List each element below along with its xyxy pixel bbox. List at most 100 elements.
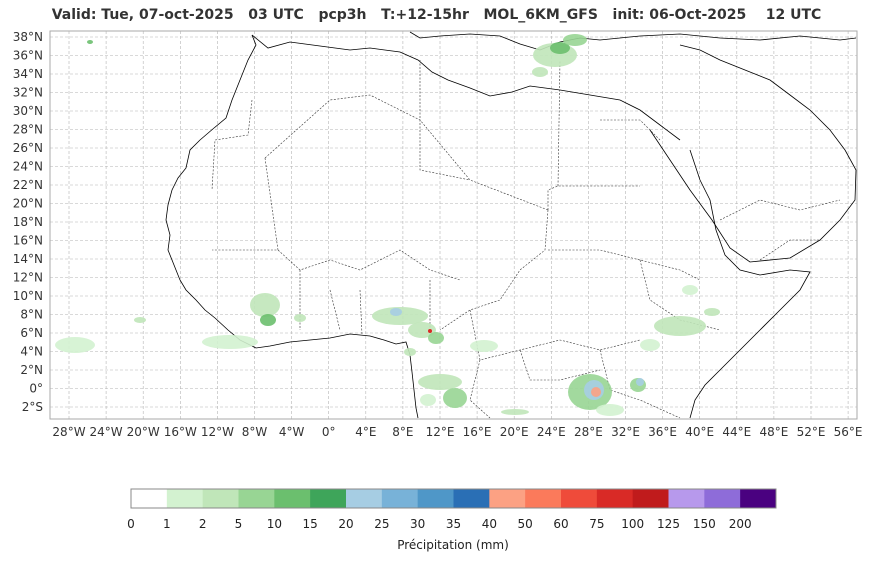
precip-area (443, 388, 467, 408)
longitude-labels: 28°W 24°W 20°W 16°W 12°W 8°W 4°W 0° 4°E 8°E 12°E 16… (52, 425, 862, 439)
precip-area (202, 335, 258, 349)
lat-label: 18°N (13, 215, 43, 229)
lat-label: 24°N (13, 160, 43, 174)
colorbar-tick-label: 50 (518, 517, 533, 531)
colorbar-swatch (310, 489, 347, 508)
lon-label: 28°E (574, 425, 603, 439)
colorbar-tick-label: 25 (374, 517, 389, 531)
colorbar-swatch (346, 489, 383, 508)
lon-label: 4°E (355, 425, 376, 439)
lon-label: 36°E (648, 425, 677, 439)
precip-area (404, 348, 416, 356)
lon-label: 20°E (500, 425, 529, 439)
colorbar-tick-label: 100 (621, 517, 644, 531)
coastlines-and-borders (165, 31, 857, 419)
colorbar-swatch (596, 489, 634, 508)
lat-label: 32°N (13, 86, 43, 100)
lon-label: 8°E (392, 425, 413, 439)
precip-area (420, 394, 436, 406)
lat-label: 2°S (22, 400, 43, 414)
lat-label: 28°N (13, 123, 43, 137)
colorbar-swatch (166, 489, 204, 508)
lat-label: 12°N (13, 271, 43, 285)
colorbar-tick-label: 0 (127, 517, 135, 531)
lon-label: 20°W (127, 425, 160, 439)
precip-area (428, 332, 444, 344)
precip-area (260, 314, 276, 326)
colorbar-tick-label: 150 (693, 517, 716, 531)
lon-label: 12°E (426, 425, 455, 439)
lat-label: 10°N (13, 289, 43, 303)
colorbar-title: Précipitation (mm) (397, 538, 509, 552)
colorbar-tick-label: 1 (163, 517, 171, 531)
lon-label: 24°W (90, 425, 123, 439)
precip-area (250, 293, 280, 317)
precip-area (532, 67, 548, 77)
lat-label: 8°N (20, 308, 43, 322)
map-frame (49, 30, 858, 420)
lon-label: 4°W (279, 425, 305, 439)
lon-label: 0° (322, 425, 336, 439)
east-africa-coast (689, 149, 811, 419)
lat-label: 0° (29, 382, 43, 396)
lat-label: 34°N (13, 67, 43, 81)
lat-label: 6°N (20, 326, 43, 340)
lon-label: 52°E (797, 425, 826, 439)
lon-label: 16°E (463, 425, 492, 439)
country-borders (211, 59, 841, 419)
colorbar-tick-label: 2 (199, 517, 207, 531)
lat-label: 2°N (20, 363, 43, 377)
colorbar-swatch (489, 489, 526, 508)
latitude-labels: 38°N 36°N 34°N 32°N 30°N 28°N 26°N 24°N 22°N 20°N… (13, 30, 43, 414)
colorbar-tick-label: 75 (589, 517, 604, 531)
colorbar-tick-label: 40 (482, 517, 497, 531)
lon-label: 44°E (722, 425, 751, 439)
lon-label: 32°E (611, 425, 640, 439)
precip-area (294, 314, 306, 322)
lon-label: 56°E (834, 425, 863, 439)
lon-label: 24°E (537, 425, 566, 439)
precip-area (636, 378, 644, 386)
africa-coastline (165, 34, 419, 419)
colorbar-swatch (704, 489, 741, 508)
precip-area (550, 42, 570, 54)
precip-area (563, 34, 587, 46)
precip-area (408, 322, 436, 338)
colorbar-swatch (453, 489, 490, 508)
colorbar-swatch (632, 489, 669, 508)
precipitation-colorbar: 0 1 2 5 10 15 20 25 30 35 40 50 60 75 100 125 150 200 (127, 488, 777, 531)
lat-label: 36°N (13, 49, 43, 63)
precip-area (418, 374, 462, 390)
lat-label: 30°N (13, 104, 43, 118)
precip-area (470, 340, 498, 352)
colorbar-frame (130, 488, 777, 509)
colorbar-swatch (131, 489, 168, 508)
lat-label: 38°N (13, 30, 43, 44)
colorbar-swatch (740, 489, 777, 508)
colorbar-swatch (525, 489, 562, 508)
precip-area (704, 308, 720, 316)
lat-label: 22°N (13, 178, 43, 192)
arabia-coast (649, 44, 857, 263)
lat-label: 4°N (20, 345, 43, 359)
colorbar-tick-label: 30 (410, 517, 425, 531)
lon-label: 12°W (201, 425, 234, 439)
colorbar-swatch (417, 489, 454, 508)
precipitation-field (55, 34, 720, 416)
lon-label: 16°W (164, 425, 197, 439)
precip-area (654, 316, 706, 336)
colorbar-swatch (274, 489, 311, 508)
colorbar-swatch (202, 489, 239, 508)
colorbar-swatch (668, 489, 705, 508)
lat-label: 26°N (13, 141, 43, 155)
map-title: Valid: Tue, 07-oct-2025 03 UTC pcp3h T:+… (51, 7, 822, 23)
precip-area (640, 339, 660, 351)
precip-peak (428, 329, 432, 333)
graticule-grid (50, 31, 857, 419)
colorbar-tick-label: 60 (553, 517, 568, 531)
colorbar-tick-label: 5 (235, 517, 243, 531)
precip-area (591, 387, 601, 397)
lat-label: 16°N (13, 234, 43, 248)
colorbar-tick-label: 10 (267, 517, 282, 531)
